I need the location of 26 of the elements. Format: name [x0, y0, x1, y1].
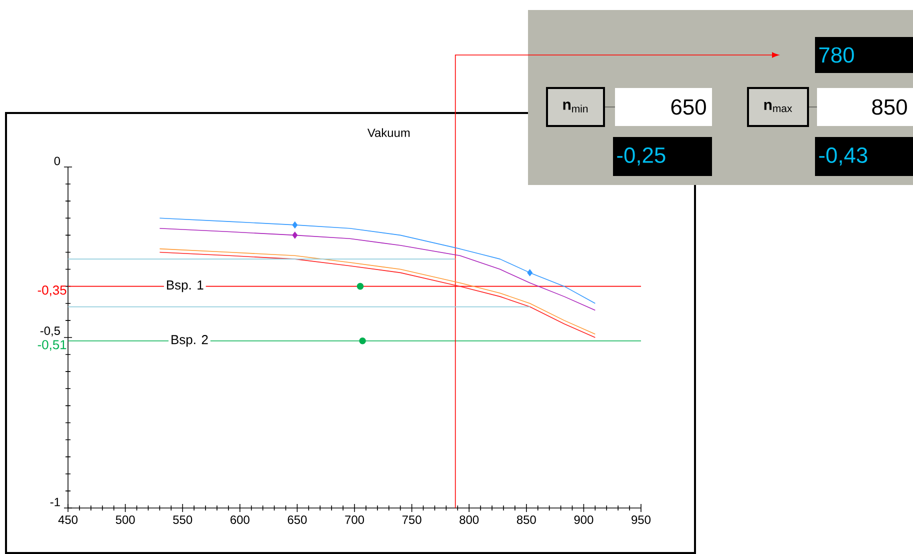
- annotation: Bsp. 2: [172, 335, 208, 347]
- x-tick-label: 450: [58, 516, 78, 524]
- x-tick-label: 900: [574, 516, 594, 524]
- x-tick-label: 500: [116, 516, 135, 524]
- x-tick-label: 800: [460, 516, 479, 524]
- x-tick-label: 750: [402, 516, 422, 524]
- text: 780: [819, 47, 854, 63]
- y-tick-label: 0: [54, 156, 60, 166]
- chart-title: Vakuum: [367, 128, 410, 138]
- x-tick-label: 850: [516, 516, 536, 524]
- text: -0,25: [617, 147, 666, 166]
- annotation: Bsp. 1: [167, 280, 204, 292]
- y-tick-label: -0,5: [40, 326, 60, 336]
- y-tick-label: -1: [50, 498, 60, 506]
- ref-line-label: -0,35: [38, 286, 66, 296]
- text: n$_{min}$: [563, 102, 588, 112]
- x-tick-label: 600: [230, 516, 250, 524]
- x-tick-label: 700: [345, 516, 364, 524]
- text: 650: [671, 99, 706, 115]
- text: 850: [872, 99, 907, 115]
- text: -0,43: [819, 147, 868, 166]
- x-tick-label: 950: [632, 516, 651, 524]
- x-tick-label: 650: [288, 516, 307, 524]
- x-tick-label: 550: [173, 516, 192, 524]
- text: n$_{max}$: [764, 102, 792, 112]
- ref-line-label: -0,51: [38, 340, 66, 351]
